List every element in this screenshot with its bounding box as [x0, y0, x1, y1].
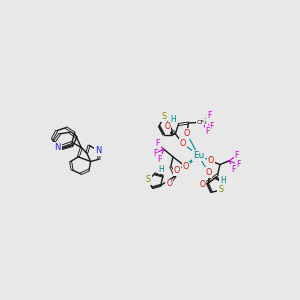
Text: O: O	[208, 156, 214, 165]
Text: O: O	[205, 168, 212, 177]
Text: F: F	[235, 151, 239, 160]
Text: F: F	[236, 160, 241, 169]
Text: F: F	[209, 122, 214, 130]
Text: O: O	[183, 162, 189, 171]
Text: S: S	[146, 176, 151, 184]
Text: O: O	[174, 166, 180, 175]
Text: N: N	[54, 143, 61, 152]
Text: CF₃: CF₃	[197, 120, 208, 125]
Text: S: S	[161, 112, 166, 121]
Text: F: F	[207, 111, 211, 120]
Text: H: H	[220, 176, 226, 185]
Text: F: F	[153, 148, 158, 158]
Text: S: S	[218, 185, 223, 194]
Text: Eu: Eu	[193, 151, 204, 160]
Text: N: N	[95, 146, 101, 155]
Text: F: F	[231, 165, 235, 174]
Text: F: F	[158, 155, 162, 164]
Text: F: F	[206, 127, 210, 136]
Text: O: O	[165, 122, 170, 131]
Text: H: H	[159, 165, 164, 174]
Text: H: H	[170, 116, 176, 124]
Text: F: F	[155, 139, 160, 148]
Text: O: O	[166, 179, 172, 188]
Text: O: O	[184, 129, 190, 138]
Text: O: O	[199, 180, 205, 189]
Text: O: O	[180, 139, 186, 148]
